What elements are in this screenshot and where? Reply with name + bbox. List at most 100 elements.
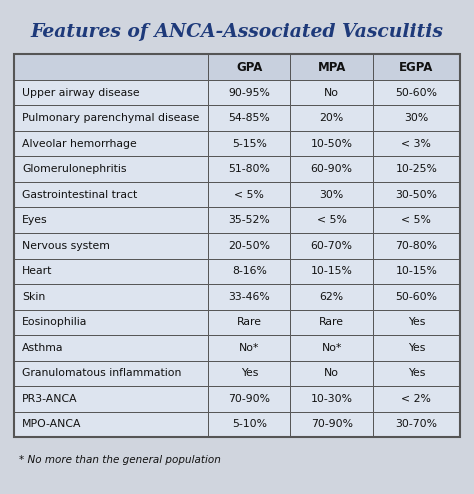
Text: Nervous system: Nervous system — [22, 241, 110, 251]
Text: < 3%: < 3% — [401, 139, 431, 149]
Bar — [373, 310, 460, 335]
Text: Pulmonary parenchymal disease: Pulmonary parenchymal disease — [22, 113, 200, 123]
Bar — [208, 284, 291, 310]
Text: 70-80%: 70-80% — [395, 241, 438, 251]
Text: Asthma: Asthma — [22, 343, 64, 353]
Bar — [291, 386, 373, 412]
Text: 60-70%: 60-70% — [310, 241, 353, 251]
Text: 33-46%: 33-46% — [228, 292, 270, 302]
Bar — [14, 284, 208, 310]
Text: 10-50%: 10-50% — [310, 139, 353, 149]
Text: Rare: Rare — [319, 317, 344, 328]
Bar — [373, 284, 460, 310]
Text: < 5%: < 5% — [234, 190, 264, 200]
Bar — [14, 386, 208, 412]
Bar — [373, 233, 460, 258]
Bar — [14, 157, 208, 182]
Text: Yes: Yes — [408, 343, 425, 353]
Text: EGPA: EGPA — [399, 61, 434, 74]
Bar — [208, 310, 291, 335]
Text: 10-15%: 10-15% — [395, 266, 438, 276]
Bar — [208, 386, 291, 412]
Text: PR3-ANCA: PR3-ANCA — [22, 394, 78, 404]
Bar — [14, 310, 208, 335]
Text: 5-10%: 5-10% — [232, 419, 267, 429]
Bar — [208, 233, 291, 258]
Bar — [208, 54, 291, 80]
Text: Gastrointestinal tract: Gastrointestinal tract — [22, 190, 137, 200]
Bar — [208, 131, 291, 157]
Bar — [291, 335, 373, 361]
Text: < 2%: < 2% — [401, 394, 431, 404]
Bar — [291, 131, 373, 157]
Bar — [373, 80, 460, 105]
Text: Upper airway disease: Upper airway disease — [22, 87, 140, 98]
Text: Yes: Yes — [408, 369, 425, 378]
Text: 10-15%: 10-15% — [311, 266, 353, 276]
Bar — [373, 207, 460, 233]
Text: GPA: GPA — [236, 61, 263, 74]
Text: Rare: Rare — [237, 317, 262, 328]
Bar — [373, 258, 460, 284]
Bar — [208, 412, 291, 437]
Text: 51-80%: 51-80% — [228, 164, 270, 174]
Text: 62%: 62% — [319, 292, 344, 302]
Bar — [208, 105, 291, 131]
Text: 20-50%: 20-50% — [228, 241, 270, 251]
Bar — [291, 412, 373, 437]
Text: 70-90%: 70-90% — [310, 419, 353, 429]
Bar — [373, 361, 460, 386]
Bar — [208, 80, 291, 105]
Bar — [373, 54, 460, 80]
Text: Features of ANCA-Associated Vasculitis: Features of ANCA-Associated Vasculitis — [30, 23, 444, 41]
Text: 20%: 20% — [319, 113, 344, 123]
Bar — [208, 182, 291, 207]
Bar — [14, 361, 208, 386]
Bar — [291, 361, 373, 386]
Text: Heart: Heart — [22, 266, 53, 276]
Bar — [208, 207, 291, 233]
Bar — [291, 105, 373, 131]
Bar — [14, 54, 208, 80]
Bar — [208, 157, 291, 182]
Bar — [373, 182, 460, 207]
Bar — [373, 412, 460, 437]
Bar — [14, 131, 208, 157]
Bar — [14, 412, 208, 437]
Bar — [291, 258, 373, 284]
Text: 50-60%: 50-60% — [395, 292, 438, 302]
Bar — [373, 335, 460, 361]
Text: < 5%: < 5% — [317, 215, 346, 225]
Bar — [373, 157, 460, 182]
Text: Yes: Yes — [408, 317, 425, 328]
Text: 10-30%: 10-30% — [310, 394, 353, 404]
Text: 10-25%: 10-25% — [395, 164, 438, 174]
Text: No: No — [324, 87, 339, 98]
Bar — [291, 207, 373, 233]
Text: Glomerulonephritis: Glomerulonephritis — [22, 164, 127, 174]
Bar — [291, 284, 373, 310]
Bar — [291, 182, 373, 207]
Text: 30%: 30% — [404, 113, 428, 123]
Bar — [373, 105, 460, 131]
Text: 35-52%: 35-52% — [228, 215, 270, 225]
Bar — [208, 361, 291, 386]
Text: MPA: MPA — [318, 61, 346, 74]
Text: 90-95%: 90-95% — [228, 87, 270, 98]
Bar — [291, 310, 373, 335]
Text: No: No — [324, 369, 339, 378]
Text: 5-15%: 5-15% — [232, 139, 267, 149]
Text: No*: No* — [239, 343, 259, 353]
Bar — [291, 233, 373, 258]
Text: Alveolar hemorrhage: Alveolar hemorrhage — [22, 139, 137, 149]
Bar — [14, 258, 208, 284]
Text: Granulomatous inflammation: Granulomatous inflammation — [22, 369, 182, 378]
Bar — [208, 258, 291, 284]
Bar — [373, 131, 460, 157]
Bar — [14, 207, 208, 233]
Bar — [291, 157, 373, 182]
Bar — [14, 182, 208, 207]
Bar — [291, 54, 373, 80]
Text: Eyes: Eyes — [22, 215, 48, 225]
Text: Eosinophilia: Eosinophilia — [22, 317, 88, 328]
